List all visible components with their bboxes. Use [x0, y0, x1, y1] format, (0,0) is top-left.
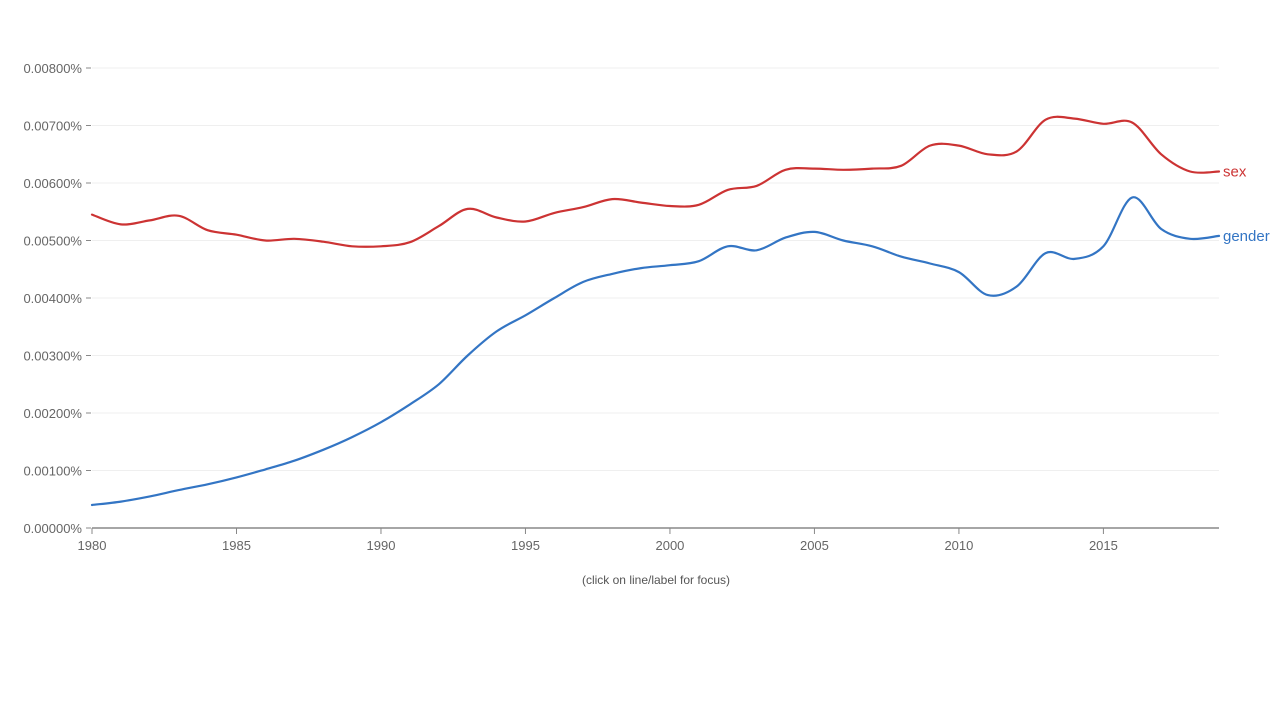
y-tick-label: 0.00400% [23, 291, 82, 306]
series-label-sex[interactable]: sex [1223, 164, 1247, 181]
y-axis: 0.00000% 0.00100% 0.00200% 0.00300% 0.00400%… [23, 61, 91, 536]
y-tick-label: 0.00500% [23, 234, 82, 249]
x-tick-label: 2005 [800, 538, 829, 553]
focus-hint-text: (click on line/label for focus) [582, 573, 730, 587]
x-tick-label: 2010 [944, 538, 973, 553]
x-axis: 1980 1985 1990 1995 2000 2005 2010 2015 [78, 527, 1219, 553]
x-tick-label: 1985 [222, 538, 251, 553]
series-line-sex[interactable] [90, 115, 1221, 248]
series-line-gender[interactable] [90, 196, 1221, 507]
x-tick-label: 2000 [655, 538, 684, 553]
x-tick-label: 1990 [367, 538, 396, 553]
y-tick-label: 0.00600% [23, 176, 82, 191]
y-tick-label: 0.00100% [23, 464, 82, 479]
y-tick-label: 0.00000% [23, 521, 82, 536]
series-lines [90, 115, 1221, 507]
series-label-gender[interactable]: gender [1223, 228, 1270, 245]
x-tick-label: 1980 [78, 538, 107, 553]
y-tick-label: 0.00300% [23, 349, 82, 364]
y-tick-label: 0.00200% [23, 406, 82, 421]
series-labels: sex gender [1223, 164, 1270, 245]
y-tick-label: 0.00800% [23, 61, 82, 76]
gridlines [92, 67, 1219, 471]
x-tick-label: 1995 [511, 538, 540, 553]
x-tick-label: 2015 [1089, 538, 1118, 553]
y-tick-label: 0.00700% [23, 119, 82, 134]
